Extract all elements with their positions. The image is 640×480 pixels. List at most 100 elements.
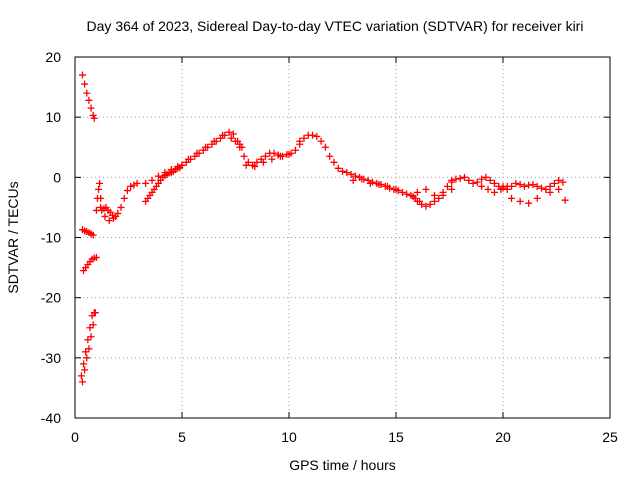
data-point — [398, 188, 406, 196]
data-point — [232, 137, 239, 145]
y-tick-label: 0 — [53, 169, 61, 185]
data-point — [161, 169, 169, 177]
data-point — [268, 155, 276, 163]
data-point — [525, 199, 533, 207]
plot-frame — [74, 56, 611, 419]
data-point — [108, 211, 116, 219]
data-point — [154, 172, 162, 180]
data-point — [229, 130, 237, 138]
data-point — [317, 137, 325, 145]
data-point — [184, 155, 192, 163]
data-point — [542, 185, 550, 193]
data-point — [80, 360, 88, 368]
data-point — [538, 184, 546, 192]
data-point — [227, 134, 235, 142]
data-point — [330, 158, 338, 166]
data-point — [546, 182, 554, 190]
data-point — [559, 178, 567, 186]
data-point — [219, 131, 227, 139]
data-point — [456, 175, 464, 183]
data-point — [533, 194, 541, 202]
data-point — [142, 179, 150, 187]
data-point — [383, 182, 391, 190]
data-point — [555, 176, 563, 184]
data-point — [90, 309, 98, 317]
data-point — [448, 185, 456, 193]
data-point — [516, 197, 524, 205]
data-point — [555, 185, 563, 193]
data-point — [508, 182, 516, 190]
data-point — [127, 182, 135, 190]
y-tick-label: -40 — [41, 410, 61, 426]
data-point — [90, 114, 98, 122]
data-point — [508, 194, 516, 202]
data-point — [300, 134, 308, 142]
data-point — [259, 158, 267, 166]
data-point — [431, 191, 439, 199]
data-point — [347, 170, 355, 178]
data-point — [270, 149, 278, 157]
data-point — [443, 182, 451, 190]
data-point — [403, 190, 411, 198]
data-point — [351, 172, 359, 180]
x-tick-label: 15 — [388, 429, 404, 445]
data-point — [101, 212, 109, 220]
y-tick-label: 10 — [45, 109, 61, 125]
data-point — [431, 197, 439, 205]
data-point — [482, 173, 490, 181]
data-point — [81, 80, 89, 88]
data-point — [309, 131, 317, 139]
data-point — [120, 194, 128, 202]
data-point — [77, 372, 85, 380]
y-tick-label: 20 — [45, 49, 61, 65]
x-tick-label: 0 — [71, 429, 79, 445]
y-tick-label: -20 — [41, 290, 61, 306]
data-point — [202, 143, 210, 151]
x-tick-label: 20 — [495, 429, 511, 445]
data-point — [478, 175, 486, 183]
data-point — [490, 179, 498, 187]
data-point — [343, 169, 351, 177]
data-point — [89, 111, 97, 119]
x-tick-label: 25 — [602, 429, 618, 445]
data-point — [89, 231, 97, 239]
data-point — [460, 173, 468, 181]
tick-labels: 0 5 10 15 20 25 -40 -30 -20 -10 0 10 20 — [41, 49, 618, 445]
data-point — [242, 161, 250, 169]
data-point — [291, 146, 299, 154]
data-point — [296, 137, 304, 145]
data-point — [422, 202, 430, 210]
data-point — [478, 182, 486, 190]
data-point — [105, 217, 113, 225]
data-point — [167, 166, 175, 174]
data-point — [313, 132, 321, 140]
gridlines — [75, 57, 610, 418]
data-point — [87, 333, 95, 341]
data-point — [550, 179, 558, 187]
data-point — [84, 336, 92, 344]
data-point — [85, 96, 93, 104]
data-point — [251, 163, 259, 171]
data-point — [174, 163, 182, 171]
data-point — [439, 191, 447, 199]
x-tick-label: 5 — [178, 429, 186, 445]
data-point — [82, 348, 90, 356]
data-point — [78, 378, 86, 386]
data-point — [486, 176, 494, 184]
data-point — [148, 176, 156, 184]
data-point — [413, 188, 421, 196]
data-points — [77, 71, 569, 386]
data-point — [484, 185, 492, 193]
data-point — [499, 182, 507, 190]
data-point — [83, 354, 91, 362]
data-point — [210, 137, 218, 145]
y-axis-title: SDTVAR / TECUs — [5, 181, 21, 293]
data-point — [193, 149, 201, 157]
data-point — [92, 253, 100, 261]
data-point — [97, 194, 105, 202]
data-point — [546, 188, 554, 196]
data-point — [358, 175, 366, 183]
data-point — [334, 164, 342, 172]
chart-title: Day 364 of 2023, Sidereal Day-to-day VTE… — [87, 18, 584, 34]
data-point — [473, 178, 481, 186]
